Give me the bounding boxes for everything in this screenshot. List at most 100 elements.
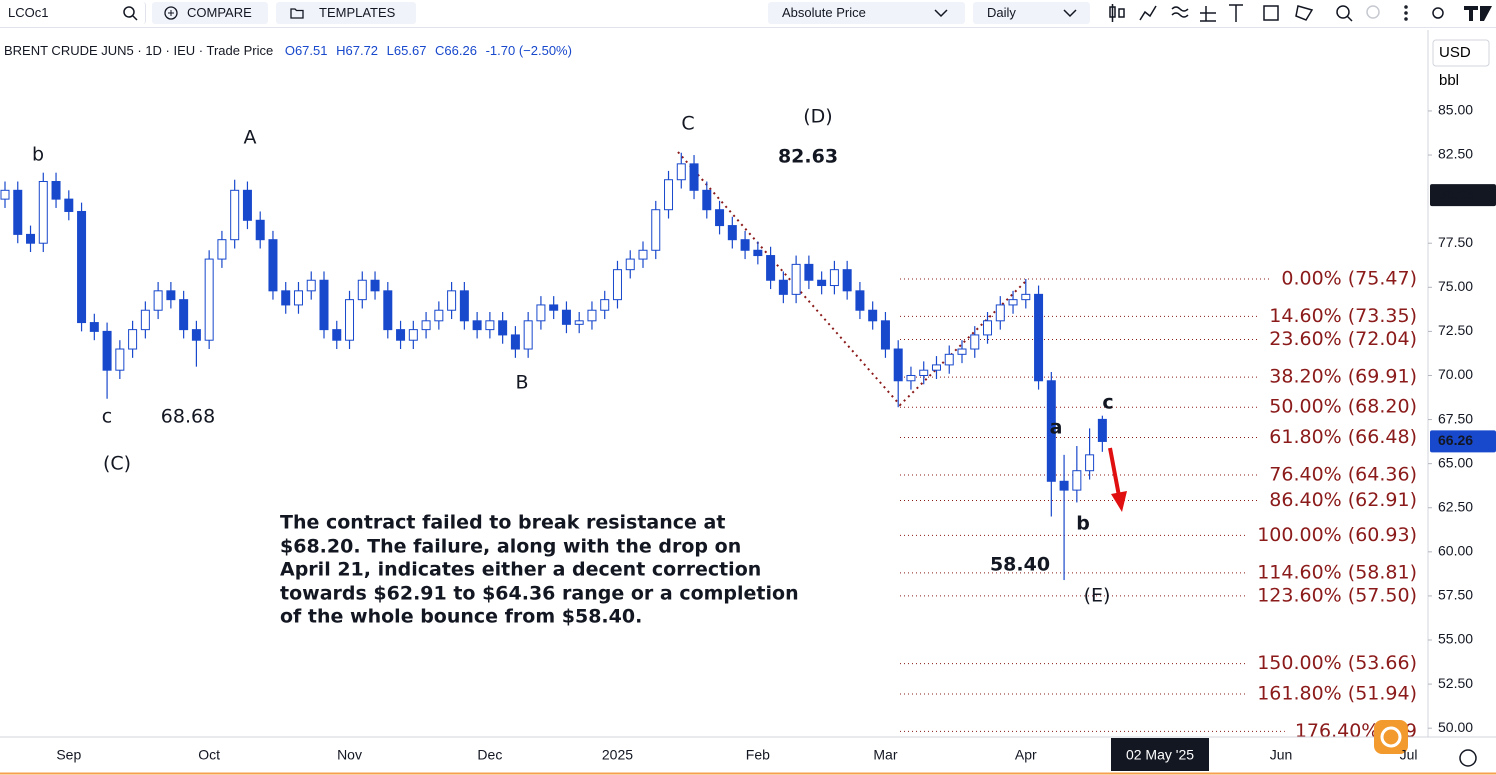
x-tick-label: 2025: [602, 747, 633, 763]
candle-body: [753, 249, 763, 257]
price-tag: [1430, 184, 1496, 207]
compare-button[interactable]: COMPARE: [152, 2, 268, 24]
candle-body: [715, 209, 725, 227]
candle-body: [791, 263, 801, 295]
chevron: [1063, 9, 1077, 18]
candle-body: [64, 198, 74, 212]
y-tick-label: 50.00: [1438, 719, 1473, 735]
fib-label: 123.60% (57.50): [1257, 584, 1417, 606]
candle-body: [766, 255, 776, 281]
fib-label: 61.80% (66.48): [1269, 426, 1417, 448]
candle-body: [1008, 299, 1018, 306]
x-tick-label: Nov: [337, 747, 362, 763]
candle-body: [498, 320, 508, 336]
price-mode-select[interactable]: Absolute Price: [768, 2, 965, 24]
candle-body: [77, 210, 87, 324]
candle-body: [281, 290, 291, 306]
x-tick-label: Jul: [1400, 747, 1418, 763]
price-tag: [1430, 430, 1496, 453]
candle-body: [523, 320, 533, 350]
fib-label: 150.00% (53.66): [1257, 652, 1417, 674]
candle-body: [472, 320, 482, 331]
interval-select[interactable]: Daily: [973, 2, 1090, 24]
symbol-title: BRENT CRUDE JUN5 · 1D · IEU · Trade Pric…: [4, 43, 274, 58]
fib-label: 86.40% (62.91): [1269, 489, 1417, 511]
candle-body: [166, 290, 176, 301]
tool-icons[interactable]: [1100, 2, 1496, 24]
candle-body: [230, 189, 240, 241]
candle-body: [906, 374, 916, 382]
x-tick-label: Apr: [1015, 747, 1037, 763]
candle-body: [345, 299, 355, 341]
symbol-search[interactable]: LCOc1: [0, 2, 146, 24]
candle-body: [1059, 480, 1069, 491]
y-tick-label: 62.50: [1438, 498, 1473, 514]
candle-body: [242, 189, 252, 221]
price-tag-label: 80.23: [1438, 186, 1473, 202]
candle-body: [651, 209, 661, 251]
search-icon: [123, 6, 138, 21]
candle-body: [421, 320, 431, 331]
candle-body: [459, 290, 469, 322]
candle-body: [1072, 470, 1082, 491]
currency: USD: [1439, 44, 1471, 61]
fib-label: 100.00% (60.93): [1257, 524, 1417, 546]
wave-label: (C): [103, 453, 131, 475]
candle-body: [115, 348, 125, 371]
ohlc-value: O67.51: [284, 43, 328, 58]
y-tick-label: 85.00: [1438, 102, 1473, 118]
candle-body: [1046, 380, 1056, 482]
interval: Daily: [987, 5, 1016, 20]
candle-body: [370, 279, 380, 292]
fib-label: 23.60% (72.04): [1269, 328, 1417, 350]
candle-body: [447, 290, 457, 311]
templates-button[interactable]: TEMPLATES: [276, 2, 416, 24]
currency-box[interactable]: [1432, 39, 1490, 67]
arrow-head: [1111, 491, 1127, 512]
symbol: LCOc1: [8, 5, 49, 20]
candle-body: [89, 322, 99, 332]
ohlc-value: C66.26: [435, 43, 477, 58]
settings-icon[interactable]: [1459, 749, 1477, 767]
candle-body: [689, 163, 699, 191]
candle-body: [995, 304, 1005, 322]
arrow: [1108, 447, 1121, 497]
candle-body: [664, 179, 674, 211]
wave-label: (E): [1084, 585, 1111, 607]
y-tick-label: 57.50: [1438, 587, 1473, 603]
candle-body: [702, 189, 712, 211]
wave-label: B: [515, 372, 528, 394]
x-tick-label: Jun: [1270, 747, 1293, 763]
candle-body: [536, 304, 546, 322]
wave-label: 82.63: [778, 146, 838, 168]
legend-header: BRENT CRUDE JUN5 · 1D · IEU · Trade Pric…: [4, 43, 577, 58]
candle-body: [638, 249, 648, 260]
candle-body: [880, 320, 890, 350]
candle-body: [102, 330, 112, 371]
candle-body: [332, 329, 342, 341]
wave-label: a: [1050, 417, 1063, 439]
candle-body: [485, 320, 495, 331]
candle-body: [357, 279, 367, 301]
wave-label: C: [681, 113, 694, 135]
trend-line: [677, 151, 1028, 407]
note-line: April 21, indicates either a decent corr…: [280, 559, 761, 581]
price-tag-label: 66.26: [1438, 432, 1473, 448]
candle-body: [217, 239, 227, 260]
candle-body: [612, 269, 622, 301]
y-tick-label: 55.00: [1438, 631, 1473, 647]
y-tick-label: 67.50: [1438, 410, 1473, 426]
candle-body: [855, 290, 865, 311]
candle-body: [561, 309, 571, 325]
candle-body: [817, 279, 827, 287]
x-tick-label: Feb: [746, 747, 770, 763]
candle-body: [1021, 293, 1031, 301]
candle-body: [319, 279, 329, 331]
candle-body: [1085, 454, 1095, 472]
candle-body: [740, 239, 750, 251]
wave-label: A: [244, 127, 257, 149]
candle-body: [868, 309, 878, 322]
candle-body: [574, 320, 584, 325]
